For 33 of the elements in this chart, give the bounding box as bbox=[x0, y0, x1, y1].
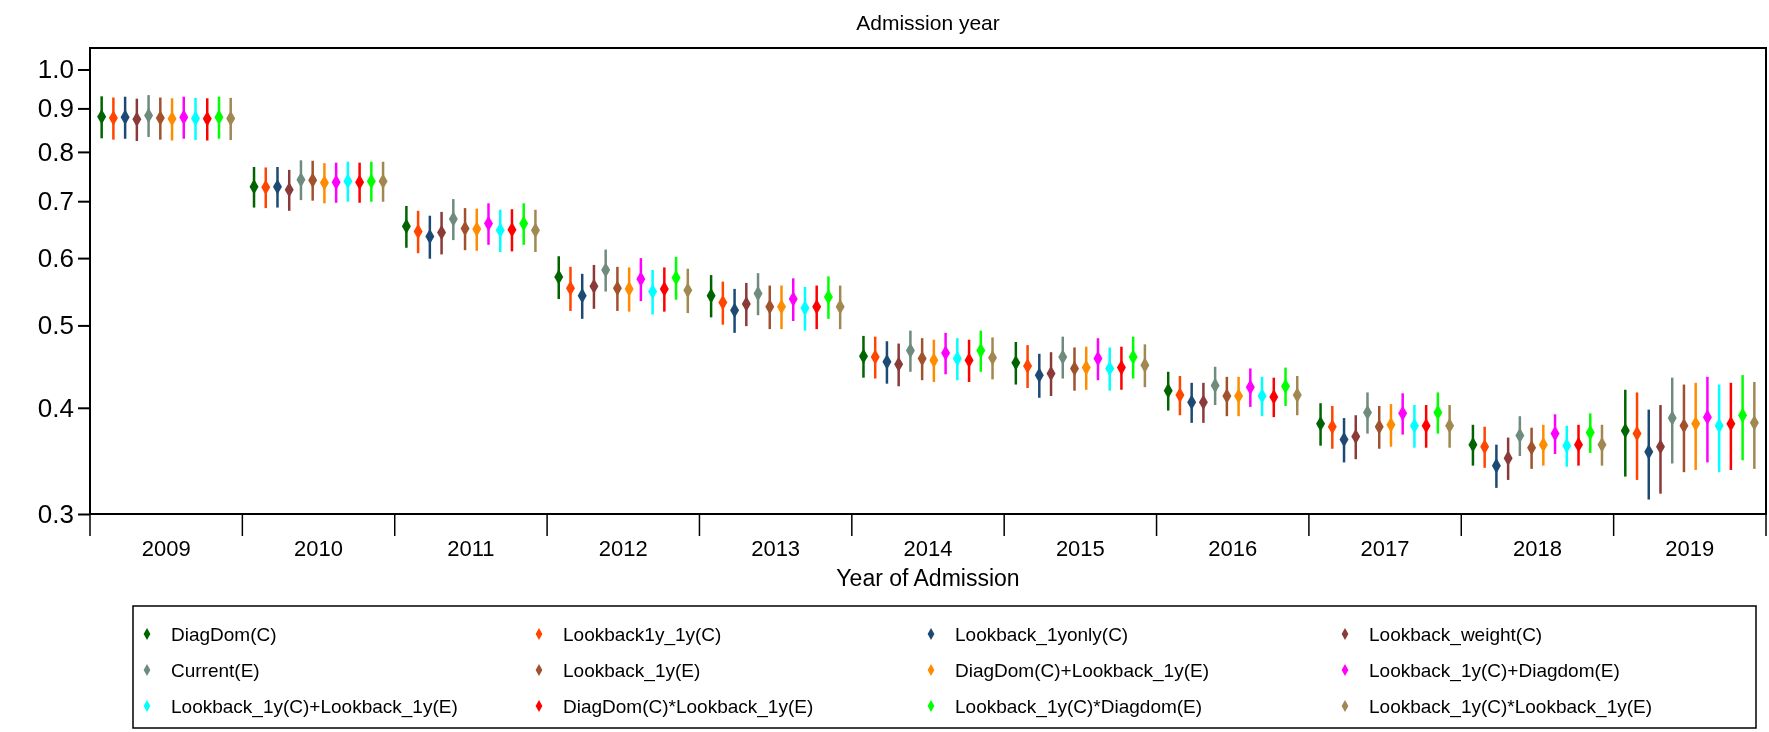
x-tick-label: 2010 bbox=[294, 536, 344, 561]
legend-label: Lookback_1y(C)*Diagdom(E) bbox=[955, 696, 1203, 718]
x-tick-label: 2014 bbox=[903, 536, 953, 561]
y-tick-label: 0.7 bbox=[37, 186, 74, 217]
legend-label: Lookback_1y(C)+Lookback_1y(E) bbox=[171, 696, 458, 718]
legend-label: Lookback1y_1y(C) bbox=[563, 624, 722, 646]
x-tick-label: 2015 bbox=[1055, 536, 1105, 561]
x-tick-label: 2017 bbox=[1360, 536, 1410, 561]
x-tick-label: 2013 bbox=[751, 536, 801, 561]
legend-label: DiagDom(C)+Lookback_1y(E) bbox=[955, 660, 1209, 682]
legend-label: Lookback_1yonly(C) bbox=[955, 624, 1129, 646]
x-tick-label: 2009 bbox=[141, 536, 191, 561]
y-tick-label: 0.9 bbox=[37, 93, 74, 124]
legend-label: DiagDom(C) bbox=[171, 624, 277, 645]
x-tick-label: 2019 bbox=[1665, 536, 1715, 561]
chart-title: Admission year bbox=[856, 11, 1000, 34]
x-tick-label: 2011 bbox=[447, 536, 495, 561]
legend-label: Current(E) bbox=[171, 660, 260, 681]
legend-label: Lookback_1y(C)+Diagdom(E) bbox=[1369, 660, 1620, 682]
y-tick-label: 0.3 bbox=[37, 498, 74, 529]
legend-label: Lookback_1y(C)*Lookback_1y(E) bbox=[1369, 696, 1653, 718]
x-axis-title: Year of Admission bbox=[836, 565, 1020, 591]
y-tick-label: 0.8 bbox=[37, 136, 74, 167]
legend-label: Lookback_weight(C) bbox=[1369, 624, 1543, 646]
x-tick-label: 2018 bbox=[1512, 536, 1562, 561]
legend-label: Lookback_1y(E) bbox=[563, 660, 701, 682]
y-tick-label: 0.4 bbox=[37, 392, 74, 423]
x-tick-label: 2012 bbox=[598, 536, 648, 561]
y-tick-label: 0.5 bbox=[37, 310, 74, 341]
legend-label: DiagDom(C)*Lookback_1y(E) bbox=[563, 696, 814, 718]
y-tick-label: 1.0 bbox=[37, 54, 74, 85]
y-tick-label: 0.6 bbox=[37, 242, 74, 273]
x-tick-label: 2016 bbox=[1208, 536, 1258, 561]
